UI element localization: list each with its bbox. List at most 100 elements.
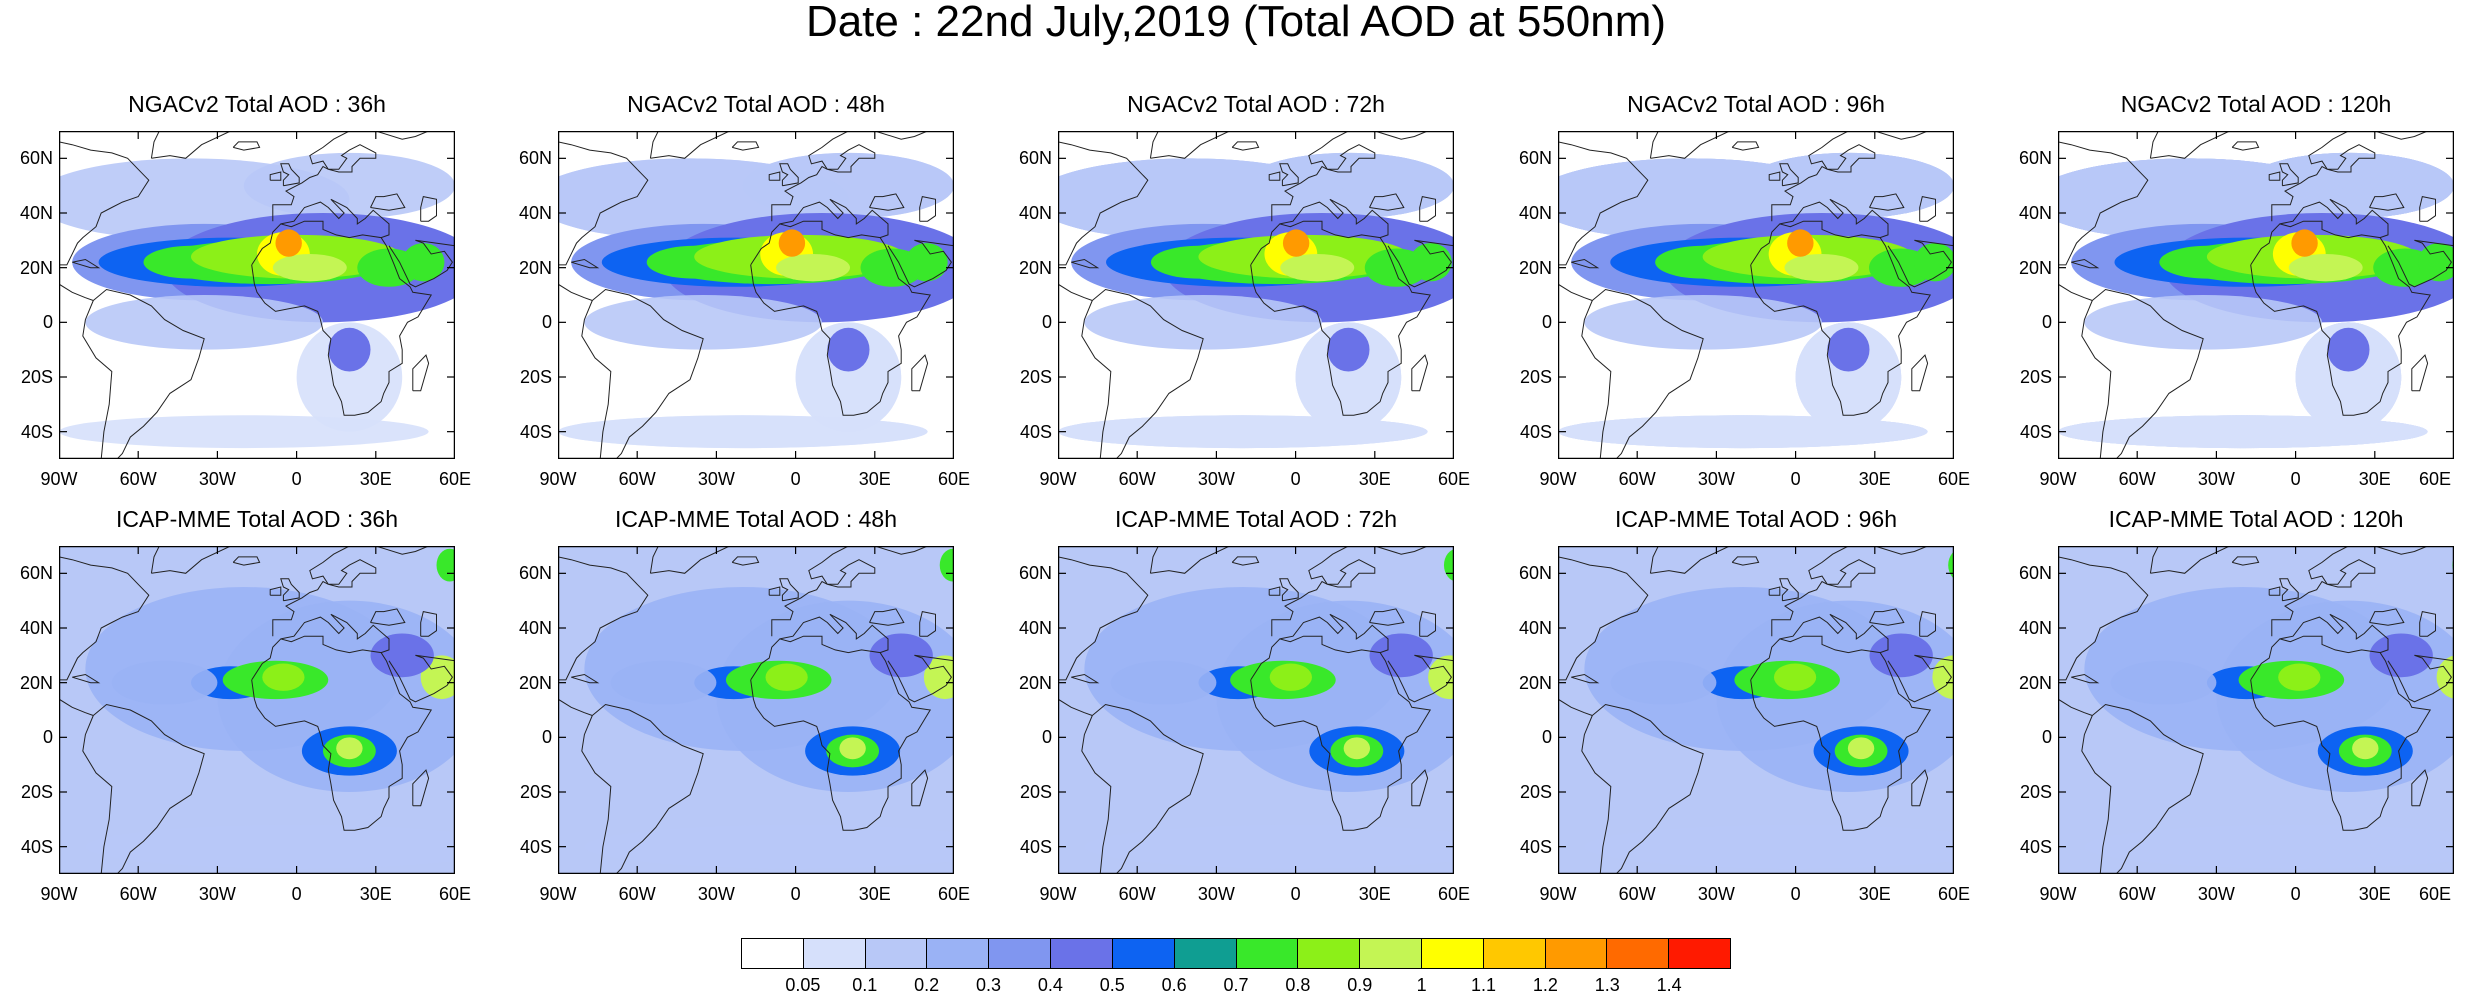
coastline xyxy=(1268,586,1281,596)
coastline xyxy=(1768,586,1781,596)
panel-title: ICAP-MME Total AOD : 120h xyxy=(2108,506,2404,532)
coastline xyxy=(72,673,101,684)
lat-tick-label: 0 xyxy=(2041,312,2052,333)
lat-tick-label: 0 xyxy=(541,727,552,748)
map-panel xyxy=(1558,546,1954,874)
coastline xyxy=(1071,673,1100,684)
colorbar-box xyxy=(865,939,928,968)
aod-contour xyxy=(336,737,363,760)
lat-tick-label: 60N xyxy=(2018,563,2052,584)
coastline xyxy=(269,171,282,181)
coastline xyxy=(649,131,730,159)
lon-tick-label: 0 xyxy=(291,884,302,904)
colorbar-box xyxy=(1298,939,1361,968)
lon-tick-label: 90W xyxy=(2039,884,2077,904)
aod-contour xyxy=(1280,254,1355,282)
coastline xyxy=(1411,769,1429,807)
lat-tick-label: 20N xyxy=(2018,672,2052,693)
map-border xyxy=(1558,546,1954,874)
coastline xyxy=(150,131,231,159)
figure-title: Date : 22nd July,2019 (Total AOD at 550n… xyxy=(805,0,1667,46)
aod-contour xyxy=(2369,633,2433,678)
lat-tick-label: 20S xyxy=(1519,367,1552,387)
coastline xyxy=(1271,546,1454,637)
coastline xyxy=(1649,546,1730,574)
lat-tick-label: 40N xyxy=(2018,618,2052,638)
coastline xyxy=(2369,193,2405,211)
aod-contour xyxy=(1295,322,1402,432)
coastline xyxy=(2271,131,2454,222)
coastline xyxy=(1369,608,1405,626)
coastline xyxy=(1558,141,1649,266)
lon-tick-label: 90W xyxy=(40,884,78,904)
aod-contour xyxy=(584,824,954,869)
lon-tick-label: 30W xyxy=(2197,884,2235,904)
aod-contour xyxy=(1773,663,1817,691)
aod-contour xyxy=(1343,737,1371,760)
lon-tick-label: 0 xyxy=(1790,884,1801,904)
coastline xyxy=(1779,578,1799,602)
lon-tick-label: 90W xyxy=(40,469,78,489)
lon-tick-label: 30E xyxy=(359,469,392,489)
lon-tick-label: 30W xyxy=(697,469,735,489)
coastline xyxy=(1779,613,1889,654)
lon-tick-label: 30E xyxy=(858,884,891,904)
aod-contour xyxy=(111,660,218,705)
lat-tick-label: 60N xyxy=(1018,563,1052,584)
lat-tick-label: 20N xyxy=(1018,672,1052,693)
aod-contour xyxy=(2278,663,2321,691)
colorbar-box xyxy=(1607,939,1670,968)
map-panel xyxy=(59,546,455,874)
coastline xyxy=(1731,141,1760,151)
lon-tick-label: 0 xyxy=(1290,469,1301,489)
colorbar-label: 1 xyxy=(1416,975,1427,995)
coastline xyxy=(1231,556,1260,566)
colorbar-box xyxy=(927,939,990,968)
lon-tick-label: 30W xyxy=(2197,469,2235,489)
coastline xyxy=(1419,196,1436,222)
coastline xyxy=(251,220,433,416)
coastline xyxy=(779,613,889,654)
lon-tick-label: 90W xyxy=(1039,469,1077,489)
lat-tick-label: 40S xyxy=(519,421,552,442)
lon-tick-label: 30W xyxy=(198,469,236,489)
lon-tick-label: 90W xyxy=(1039,884,1077,904)
map-panel xyxy=(1058,546,1454,874)
coastline xyxy=(1919,196,1936,222)
lat-tick-label: 40N xyxy=(518,203,552,223)
coastline xyxy=(779,198,889,239)
colorbar-box xyxy=(1669,939,1730,968)
coastline xyxy=(2149,131,2230,159)
lon-tick-label: 60W xyxy=(618,884,656,904)
coastline xyxy=(779,163,799,187)
map-border xyxy=(59,131,455,459)
aod-map xyxy=(1558,131,1954,459)
lon-tick-label: 60E xyxy=(2418,469,2452,489)
lat-tick-label: 20N xyxy=(19,672,53,693)
lon-tick-label: 0 xyxy=(1290,884,1301,904)
aod-contour xyxy=(827,327,870,372)
lon-tick-label: 0 xyxy=(790,469,801,489)
coastline xyxy=(1558,283,1593,301)
coastline xyxy=(1869,608,1905,626)
lat-tick-label: 20S xyxy=(1019,782,1052,802)
colorbar-box xyxy=(803,939,866,968)
coastline xyxy=(1250,635,1432,831)
lat-tick-label: 20S xyxy=(519,367,552,387)
coastline xyxy=(82,703,205,874)
coastline xyxy=(2058,283,2093,301)
lat-tick-label: 20S xyxy=(20,782,53,802)
lat-tick-label: 40S xyxy=(20,421,53,442)
map-border xyxy=(2058,546,2454,874)
aod-contour xyxy=(2352,737,2379,760)
coastline xyxy=(731,141,760,151)
lon-tick-label: 90W xyxy=(539,884,577,904)
lon-tick-label: 90W xyxy=(1539,469,1577,489)
map-border xyxy=(558,546,954,874)
aod-contour xyxy=(610,660,717,705)
aod-contour xyxy=(1084,824,1454,869)
lon-tick-label: 30W xyxy=(1197,469,1235,489)
aod-map xyxy=(1558,546,1954,874)
panel-title: ICAP-MME Total AOD : 96h xyxy=(1614,506,1898,532)
coastline xyxy=(750,635,932,831)
